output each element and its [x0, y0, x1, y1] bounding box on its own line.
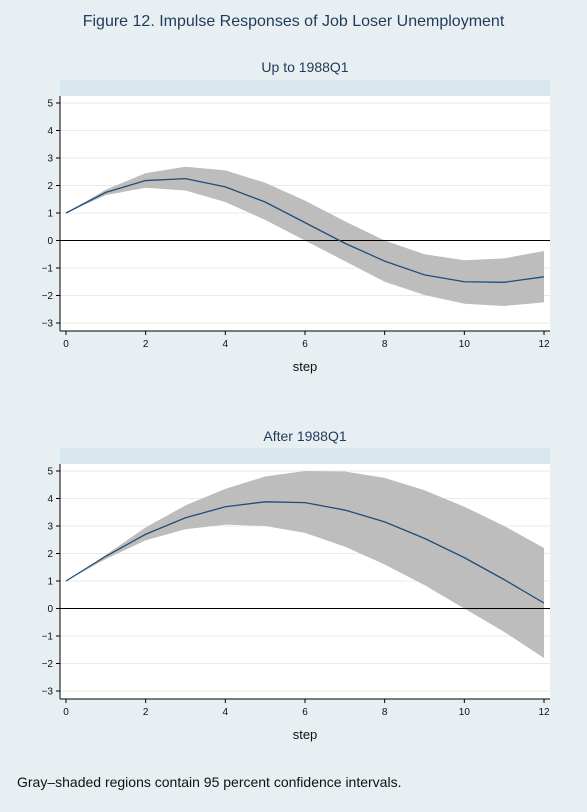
y-tick-label: 2	[47, 549, 53, 560]
x-tick-label: 6	[302, 339, 308, 350]
x-tick-label: 2	[143, 339, 149, 350]
x-tick-label: 4	[223, 339, 229, 350]
x-axis-label: step	[293, 359, 318, 374]
y-tick-label: −1	[42, 632, 54, 643]
x-tick-label: 0	[63, 339, 69, 350]
x-tick-label: 4	[223, 707, 229, 718]
panel-title-bottom: After 1988Q1	[263, 428, 347, 444]
y-tick-label: 1	[47, 577, 53, 588]
x-tick-label: 10	[459, 707, 471, 718]
y-tick-label: −2	[42, 659, 54, 670]
series-line	[65, 501, 545, 604]
x-axis-label: step	[293, 727, 318, 742]
x-tick-label: 2	[143, 707, 149, 718]
y-tick-label: −3	[42, 319, 54, 330]
confidence-band	[66, 166, 544, 306]
caption: Gray–shaded regions contain 95 percent c…	[17, 774, 402, 790]
y-tick-label: 0	[47, 236, 53, 247]
y-tick-label: −1	[42, 264, 54, 275]
panel-title-top: Up to 1988Q1	[261, 59, 349, 75]
panel-strip	[60, 448, 550, 464]
figure-title: Figure 12. Impulse Responses of Job Lose…	[82, 13, 505, 30]
y-tick-label: −2	[42, 291, 54, 302]
x-tick-label: 8	[382, 707, 388, 718]
x-tick-label: 6	[302, 707, 308, 718]
y-tick-label: 3	[47, 522, 53, 533]
y-tick-label: 3	[47, 154, 53, 165]
x-tick-label: 8	[382, 339, 388, 350]
x-tick-label: 0	[63, 707, 69, 718]
y-tick-label: 5	[47, 99, 53, 110]
y-tick-label: 2	[47, 181, 53, 192]
y-tick-label: −3	[42, 687, 54, 698]
y-tick-label: 0	[47, 604, 53, 615]
y-tick-label: 4	[47, 494, 53, 505]
y-tick-label: 1	[47, 209, 53, 220]
y-tick-label: 5	[47, 467, 53, 478]
x-tick-label: 10	[459, 339, 471, 350]
series-line	[65, 177, 545, 283]
x-tick-label: 12	[538, 339, 550, 350]
y-tick-label: 4	[47, 126, 53, 137]
panel-strip	[60, 80, 550, 96]
x-tick-label: 12	[538, 707, 550, 718]
